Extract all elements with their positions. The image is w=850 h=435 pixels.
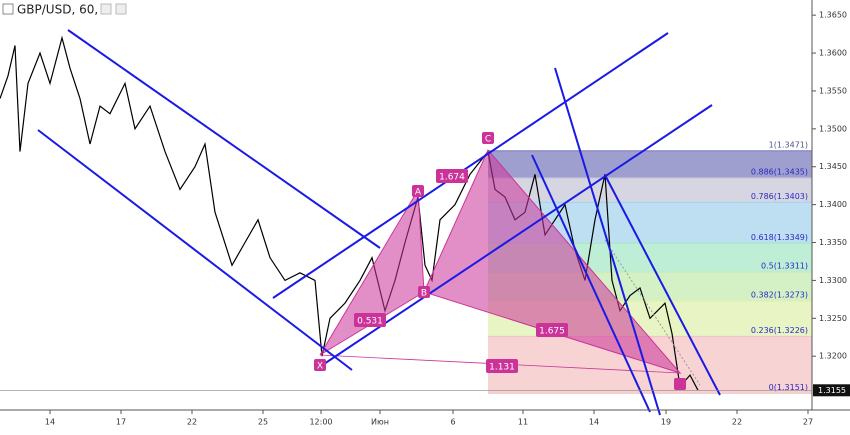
y-tick-label: 1.3200 <box>819 352 847 361</box>
channel-line <box>531 154 651 413</box>
ratio-box <box>436 169 468 183</box>
fib-label: 0.236(1.3226) <box>751 326 808 335</box>
point-label: A <box>415 188 422 198</box>
y-tick-label: 1.3450 <box>819 162 847 171</box>
toggle-button[interactable] <box>115 3 127 15</box>
channel-line <box>604 174 721 396</box>
x-tick-label: Июн <box>371 418 389 427</box>
point-label: B <box>421 289 427 299</box>
y-tick-label: 1.3300 <box>819 276 847 285</box>
price-line <box>0 35 699 391</box>
drawings <box>37 29 721 416</box>
price-axis <box>812 0 850 431</box>
fib-label: 0.382(1.3273) <box>751 290 808 299</box>
x-tick-label: 27 <box>803 418 813 427</box>
point-marker <box>314 359 326 371</box>
point-label: C <box>485 135 491 145</box>
dotted-line <box>604 239 701 386</box>
fib-label: 0.618(1.3349) <box>751 233 808 242</box>
y-tick-label: 1.3650 <box>819 11 847 20</box>
fib-label: 0.886(1.3435) <box>751 168 808 177</box>
fib-label: 1(1.3471) <box>769 140 808 149</box>
toggle-button[interactable] <box>100 3 112 15</box>
x-tick-label: 11 <box>518 418 528 427</box>
channel-line <box>37 129 353 371</box>
fib-label: 0.5(1.3311) <box>761 262 808 271</box>
fib-label: 0(1.3151) <box>769 383 808 392</box>
point-marker <box>674 378 686 390</box>
y-tick-label: 1.3400 <box>819 200 847 209</box>
x-tick-label: 12:00 <box>309 418 332 427</box>
ratio-box <box>536 323 568 337</box>
x-tick-label: 17 <box>116 418 126 427</box>
ratio-label: 0.531 <box>357 317 383 327</box>
price-layer <box>0 35 699 391</box>
point-label: X <box>317 362 323 372</box>
x-tick-label: 19 <box>661 418 671 427</box>
fib-zone <box>488 150 812 179</box>
ratio-label: 1.674 <box>439 173 465 183</box>
x-tick-label: 25 <box>258 418 268 427</box>
channel-line <box>272 32 669 299</box>
ratio-label: 1.675 <box>539 327 565 337</box>
ratio-box <box>354 313 386 327</box>
last-price-box <box>813 384 850 397</box>
x-tick-label: 14 <box>589 418 599 427</box>
channel-line <box>554 67 661 416</box>
y-tick-label: 1.3550 <box>819 86 847 95</box>
point-marker <box>482 132 494 144</box>
fib-zone <box>488 178 812 203</box>
y-tick-label: 1.3500 <box>819 124 847 133</box>
x-tick-label: 22 <box>732 418 742 427</box>
fib-label: 0.786(1.3403) <box>751 192 808 201</box>
point-marker <box>412 185 424 197</box>
y-tick-label: 1.3350 <box>819 238 847 247</box>
y-tick-label: 1.3600 <box>819 49 847 58</box>
ratio-box <box>486 359 518 373</box>
x-tick-label: 6 <box>450 418 455 427</box>
channel-line <box>67 29 381 249</box>
ratio-label: 1.131 <box>489 363 515 373</box>
y-tick-label: 1.3250 <box>819 314 847 323</box>
pattern-labels: X A B C 0.531 1.674 1.675 1.131 <box>314 132 686 390</box>
chart-title: GBP/USD, 60, <box>17 3 98 17</box>
menu-icon[interactable] <box>2 3 14 15</box>
x-tick-label: 14 <box>45 418 55 427</box>
x-tick-label: 22 <box>187 418 197 427</box>
last-price-label: 1.3155 <box>818 386 846 395</box>
point-marker <box>418 286 430 298</box>
